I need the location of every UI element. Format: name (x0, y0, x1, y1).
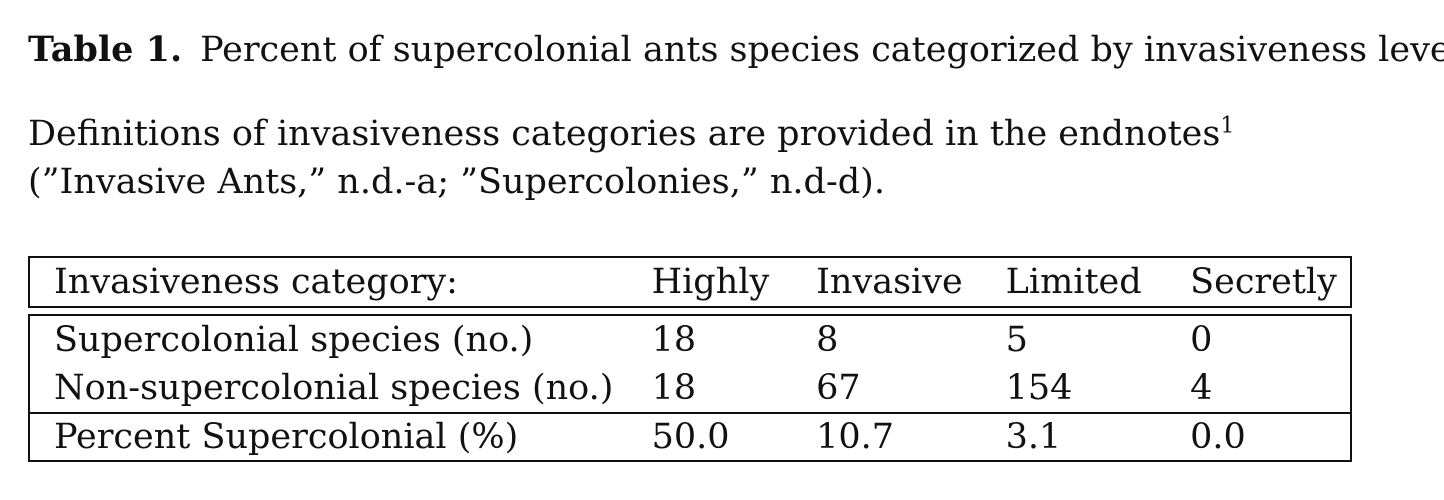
footer-cell-invasive: 10.7 (816, 412, 1006, 462)
cell-secretly: 4 (1190, 364, 1352, 413)
cell-invasive: 67 (816, 368, 861, 408)
cell-limited: 154 (1005, 368, 1073, 408)
header-cell-limited: Limited (1005, 256, 1191, 308)
footer-cell-secretly: 0.0 (1190, 412, 1352, 462)
caption-text: Percent of supercolonial ants species ca… (200, 30, 1444, 70)
invasiveness-table: Invasiveness category: Highly Invasive L… (28, 256, 1352, 462)
table-spacer (29, 307, 1351, 315)
footnote-marker[interactable]: 1 (1220, 113, 1235, 139)
cell-invasive: 8 (816, 314, 1006, 364)
footer-cell-limited: 3.1 (1005, 412, 1191, 462)
cell-limited: 5 (1005, 314, 1191, 364)
header-cell-secretly: Secretly (1190, 256, 1352, 308)
cell-highly: 18 (651, 368, 697, 408)
footer-cell-highly: 50.0 (651, 412, 817, 462)
table-row: Supercolonial species (no.) 18 8 5 0 (28, 314, 1352, 364)
table-footer-row: Percent Supercolonial (%) 50.0 10.7 3.1 … (28, 412, 1352, 462)
header-cell-highly: Highly (651, 256, 817, 308)
header-cell-category: Invasiveness category: (28, 256, 652, 308)
table-description: Definitions of invasiveness categories a… (28, 110, 1413, 206)
description-citation: (”Invasive Ants,” n.d.-a; ”Supercolonies… (28, 162, 885, 202)
row-label: Supercolonial species (no.) (28, 314, 652, 364)
caption-label: Table 1. (28, 29, 183, 70)
cell-highly: 18 (651, 314, 817, 364)
table-container: Invasiveness category: Highly Invasive L… (28, 256, 1352, 462)
description-text: Definitions of invasiveness categories a… (28, 114, 1221, 154)
cell-secretly: 0 (1190, 314, 1352, 364)
table-caption: Table 1. Percent of supercolonial ants sp… (28, 28, 1444, 72)
footer-label: Percent Supercolonial (%) (28, 412, 652, 462)
row-label: Non-supercolonial species (no.) (28, 364, 652, 413)
header-cell-invasive: Invasive (816, 256, 1006, 308)
table-header-row: Invasiveness category: Highly Invasive L… (28, 256, 1352, 308)
table-row: Non-supercolonial species (no.) 18 67 15… (28, 364, 1352, 413)
